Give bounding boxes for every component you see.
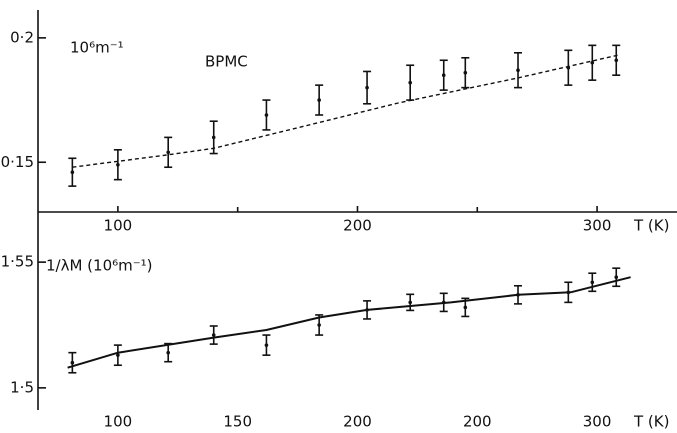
x-tick-label: 300	[583, 217, 612, 235]
fit-curve	[72, 54, 619, 168]
x-tick-label: 150	[223, 413, 252, 431]
data-point	[590, 60, 595, 65]
data-point	[317, 98, 321, 102]
data-point	[264, 113, 269, 117]
x-tick-label: 100	[104, 217, 133, 235]
data-point	[70, 360, 75, 365]
data-point	[441, 300, 446, 305]
data-point	[211, 333, 216, 337]
x-tick-label: 100	[104, 413, 133, 431]
data-point	[614, 58, 619, 63]
data-point	[211, 135, 216, 140]
x-tick-label: 200	[343, 217, 372, 235]
data-point	[116, 353, 120, 357]
x-axis-label: T (K)	[633, 217, 669, 235]
data-point	[614, 275, 619, 280]
data-point	[116, 162, 120, 167]
data-point	[365, 85, 369, 90]
x-tick-label: 300	[583, 413, 612, 431]
data-point	[463, 70, 468, 75]
data-point	[566, 290, 571, 295]
data-point	[463, 305, 468, 310]
data-point	[516, 293, 520, 297]
y-tick-label: 0·2	[10, 28, 34, 46]
data-point	[566, 65, 571, 70]
data-point	[590, 280, 595, 285]
y-axis-label: 10⁶m⁻¹	[70, 39, 124, 57]
data-point	[317, 323, 321, 327]
data-point	[264, 343, 269, 347]
data-point	[166, 350, 170, 355]
data-point	[70, 170, 75, 174]
data-point	[516, 68, 520, 73]
y-tick-label: 1·5	[10, 378, 34, 396]
y-tick-label: 1·55	[1, 253, 34, 271]
data-point	[365, 308, 369, 312]
data-point	[166, 150, 170, 155]
y-tick-label: 0·15	[1, 153, 34, 171]
annotation: BPMC	[205, 53, 248, 71]
x-tick-label: 200	[343, 413, 372, 431]
x-axis-label: T (K)	[633, 413, 669, 431]
data-point	[441, 73, 446, 77]
y-axis-label: 1/λM (10⁶m⁻¹)	[46, 257, 153, 275]
x-tick-label: 200	[463, 413, 492, 431]
data-point	[408, 300, 412, 305]
data-point	[408, 80, 412, 85]
fit-curve	[67, 276, 631, 369]
